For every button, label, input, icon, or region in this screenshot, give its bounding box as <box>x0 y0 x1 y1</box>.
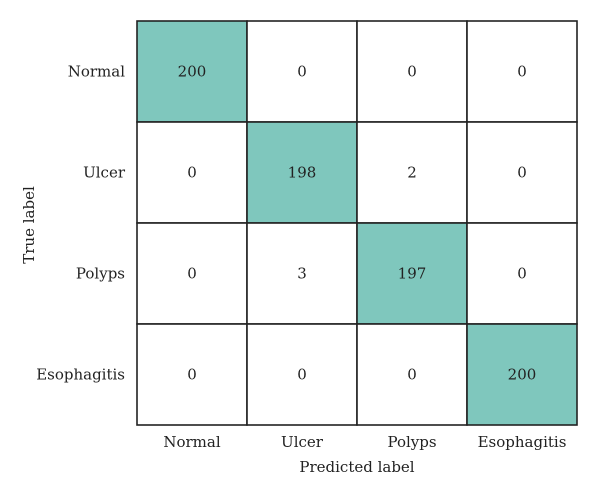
x-tick-labels: Normal Ulcer Polyps Esophagitis <box>163 433 566 451</box>
x-tick-label: Polyps <box>387 433 436 451</box>
cell-value-label: 0 <box>187 366 197 384</box>
matrix-cell <box>356 20 468 123</box>
cell-value-label: 200 <box>178 63 207 81</box>
y-tick-label: Normal <box>68 63 125 81</box>
x-axis-label: Predicted label <box>299 458 414 476</box>
matrix-cell <box>246 20 358 123</box>
cell-value-label: 0 <box>297 366 307 384</box>
y-tick-label: Polyps <box>76 265 125 283</box>
matrix-cell <box>246 222 358 325</box>
matrix-cell <box>466 121 578 224</box>
matrix-cell <box>246 121 358 224</box>
cell-value-label: 0 <box>187 164 197 182</box>
x-tick-label: Normal <box>163 433 220 451</box>
cell-value-label: 0 <box>517 265 527 283</box>
matrix-cell <box>466 20 578 123</box>
y-axis-label: True label <box>20 186 38 264</box>
cell-value-label: 0 <box>297 63 307 81</box>
cell-value-label: 197 <box>398 265 427 283</box>
x-tick-label: Esophagitis <box>478 433 567 451</box>
y-tick-label: Esophagitis <box>36 366 125 384</box>
matrix-cell <box>466 323 578 426</box>
y-tick-labels: Normal Ulcer Polyps Esophagitis <box>36 63 126 384</box>
cell-value-label: 3 <box>297 265 307 283</box>
cell-value-label: 2 <box>407 164 417 182</box>
cell-value-label: 0 <box>517 63 527 81</box>
cell-value-label: 0 <box>187 265 197 283</box>
cell-value-label: 0 <box>517 164 527 182</box>
matrix-cell <box>466 222 578 325</box>
matrix-cell <box>246 323 358 426</box>
cell-value-label: 200 <box>508 366 537 384</box>
cell-value-label: 0 <box>407 63 417 81</box>
cell-value-label: 0 <box>407 366 417 384</box>
x-tick-label: Ulcer <box>281 433 324 451</box>
matrix-cell <box>136 323 248 426</box>
y-tick-label: Ulcer <box>83 164 126 182</box>
matrix-cell <box>136 20 248 123</box>
matrix-cells: 200 0 0 00 198 2 00 3 197 00 0 0 200 <box>136 20 578 426</box>
cell-value-label: 198 <box>288 164 317 182</box>
